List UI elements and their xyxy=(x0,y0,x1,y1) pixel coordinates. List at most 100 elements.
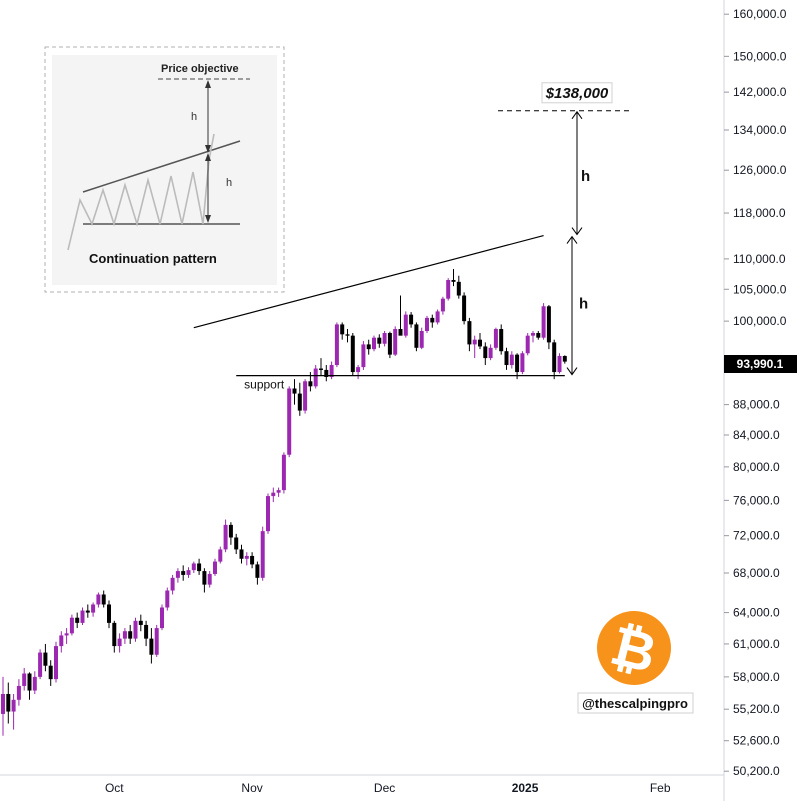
candle-body xyxy=(303,381,308,411)
candle xyxy=(387,331,392,359)
candle xyxy=(133,617,138,642)
candle xyxy=(319,358,323,376)
candle xyxy=(69,614,74,636)
candle-body xyxy=(69,617,74,634)
h-arrow-lower xyxy=(566,235,578,376)
time-axis[interactable]: Oct Nov Dec 2025 Feb xyxy=(105,781,671,795)
candle-body xyxy=(165,590,170,608)
candle-body xyxy=(419,331,424,348)
candle xyxy=(11,693,16,730)
candle xyxy=(54,641,58,683)
candle-body xyxy=(54,646,58,680)
price-tick-label: 80,000.0 xyxy=(733,460,780,474)
candle xyxy=(191,561,196,574)
candle-body xyxy=(334,324,339,366)
candle-body xyxy=(112,622,117,647)
candle xyxy=(425,315,429,333)
candle-body xyxy=(43,652,48,666)
candle xyxy=(170,574,175,595)
candle xyxy=(22,667,27,691)
candle-body xyxy=(207,573,212,585)
time-tick-label: Nov xyxy=(241,781,262,795)
candle-body xyxy=(308,381,313,387)
candle-body xyxy=(398,329,403,336)
price-tick-label: 64,000.0 xyxy=(733,606,780,620)
candle-body xyxy=(377,337,382,344)
candle-body xyxy=(175,571,180,578)
price-tick-label: 142,000.0 xyxy=(733,85,787,99)
candle-body xyxy=(546,306,551,343)
candle xyxy=(43,643,48,672)
candle-body xyxy=(372,337,376,350)
candle-body xyxy=(462,295,467,322)
candle xyxy=(107,600,111,629)
candle xyxy=(361,341,366,370)
candle xyxy=(366,339,371,355)
resistance-trendline xyxy=(193,234,544,329)
candle xyxy=(546,305,551,350)
candle-body xyxy=(138,620,143,625)
candle xyxy=(493,327,498,350)
candle-body xyxy=(345,334,350,336)
candle-body xyxy=(75,617,80,623)
candle xyxy=(64,628,69,644)
candle-body xyxy=(525,335,530,354)
candle-body xyxy=(324,369,329,378)
candle-body xyxy=(117,638,122,647)
h-label-lower: h xyxy=(579,296,588,313)
candle xyxy=(32,671,37,694)
inset-h-label-upper: h xyxy=(191,111,197,123)
candle xyxy=(356,365,361,380)
support-label: support xyxy=(244,378,285,392)
price-axis[interactable]: 160,000.0 150,000.0 142,000.0 134,000.0 126,… xyxy=(724,7,787,778)
candle-body xyxy=(319,368,323,370)
candle xyxy=(276,487,281,497)
candle xyxy=(440,296,445,315)
candle xyxy=(345,329,350,343)
candle-body xyxy=(213,561,217,574)
candle-body xyxy=(218,549,223,562)
price-tick-label: 61,000.0 xyxy=(733,637,780,651)
h-label-upper: h xyxy=(581,168,590,185)
candle-body xyxy=(509,354,514,366)
candle xyxy=(509,351,514,369)
candle-body xyxy=(435,311,440,323)
price-tick-label: 72,000.0 xyxy=(733,529,780,543)
candle xyxy=(122,628,127,644)
candle-body xyxy=(64,633,69,636)
price-tick-label: 55,200.0 xyxy=(733,702,780,716)
candle-body xyxy=(488,347,493,359)
candle xyxy=(398,295,403,336)
candle-body xyxy=(393,329,398,355)
candle-body xyxy=(366,344,371,350)
candle xyxy=(281,452,286,494)
candle xyxy=(149,628,154,664)
candle-body xyxy=(356,367,361,373)
candle-body xyxy=(382,332,387,344)
candle-body xyxy=(552,342,557,373)
price-tick-label: 58,000.0 xyxy=(733,670,780,684)
candle-body xyxy=(16,685,21,700)
candle xyxy=(393,326,398,357)
candle-body xyxy=(456,281,461,296)
price-tick-label: 118,000.0 xyxy=(733,206,786,220)
candle xyxy=(451,269,456,287)
candle-body xyxy=(186,570,191,575)
candle-body xyxy=(499,329,504,352)
bitcoin-logo: ₿ xyxy=(597,611,671,685)
candle xyxy=(472,335,477,359)
time-tick-label: 2025 xyxy=(512,781,539,795)
candle xyxy=(292,379,297,405)
candle-body xyxy=(520,353,525,373)
candle-body xyxy=(478,339,482,347)
candle-body xyxy=(414,324,419,348)
candle xyxy=(218,546,223,564)
inset-background xyxy=(52,55,277,285)
candle xyxy=(520,351,525,375)
candle xyxy=(525,332,530,356)
candle xyxy=(467,317,472,352)
inset-h-label-lower: h xyxy=(226,177,232,189)
candle-body xyxy=(255,564,260,578)
last-price-badge: 93,990.1 xyxy=(724,355,797,373)
candle-body xyxy=(107,604,111,623)
